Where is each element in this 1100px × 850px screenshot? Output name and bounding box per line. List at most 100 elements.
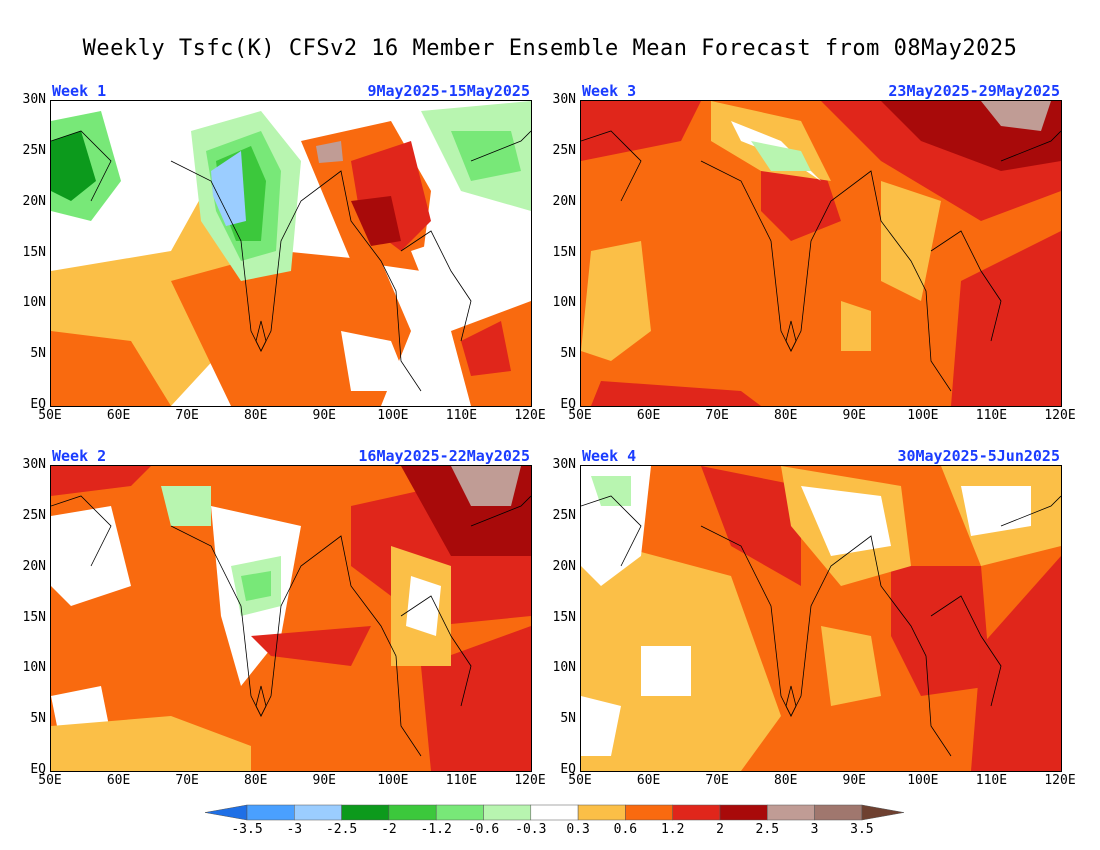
latitude-tick-label: EQ <box>560 762 576 777</box>
longitude-tick-label: 120E <box>1044 408 1076 423</box>
legend-tick-label: 0.6 <box>613 822 638 837</box>
latitude-tick-label: 20N <box>22 558 46 574</box>
anomaly-contour-region <box>341 331 411 391</box>
anomaly-contour-region <box>701 466 801 586</box>
latitude-tick-label: 30N <box>552 92 576 107</box>
anomaly-contour-region <box>751 141 811 171</box>
latitude-tick-label: 15N <box>22 244 46 260</box>
coastline <box>700 525 952 757</box>
longitude-tick-label: 120E <box>1044 773 1076 788</box>
latitude-tick-label: 5N <box>30 346 46 362</box>
anomaly-contour-region <box>451 466 521 506</box>
latitude-tick-label: 5N <box>30 711 46 727</box>
anomaly-contour-region <box>641 646 691 696</box>
latitude-tick-label: 20N <box>552 558 576 574</box>
anomaly-contour-region <box>951 231 1061 406</box>
panel-week-label: Week 2 <box>52 447 107 465</box>
legend-swatch <box>814 804 863 821</box>
latitude-tick-label: 15N <box>552 244 576 260</box>
coastline <box>1000 130 1061 162</box>
legend-swatch <box>204 804 248 821</box>
longitude-tick-label: 60E <box>636 408 661 423</box>
latitude-tick-label: EQ <box>30 397 46 412</box>
anomaly-contour-region <box>581 241 651 361</box>
anomaly-contour-region <box>841 301 871 351</box>
longitude-tick-label: 50E <box>38 773 62 788</box>
latitude-tick-label: 10N <box>22 295 46 311</box>
legend-tick-label: 2 <box>716 822 724 837</box>
longitude-tick-label: 80E <box>243 773 268 788</box>
legend-swatch <box>672 804 721 821</box>
longitude-tick-label: 50E <box>38 408 62 423</box>
legend-swatch <box>341 804 390 821</box>
anomaly-contour-region <box>881 181 941 301</box>
coastline <box>400 230 472 342</box>
longitude-tick-label: 120E <box>514 773 546 788</box>
longitude-tick-label: 100E <box>907 408 939 423</box>
anomaly-contour-region <box>821 626 881 706</box>
longitude-tick-label: 110E <box>975 408 1008 423</box>
legend-swatch <box>767 804 815 821</box>
anomaly-contour-region <box>406 576 441 636</box>
longitude-tick-label: 70E <box>705 773 729 788</box>
anomaly-contour-region <box>961 486 1031 536</box>
longitude-tick-label: 100E <box>377 408 409 423</box>
anomaly-contour-region <box>51 331 171 406</box>
coastline <box>470 495 531 527</box>
panel-week-label: Week 4 <box>582 447 637 465</box>
coastline <box>700 160 952 392</box>
panel-date-range: 23May2025-29May2025 <box>888 82 1060 100</box>
panel-date-range: 9May2025-15May2025 <box>367 82 530 100</box>
anomaly-contour-region <box>251 626 371 666</box>
longitude-tick-label: 70E <box>175 408 199 423</box>
legend-swatch <box>388 804 437 821</box>
legend-swatch <box>294 804 342 821</box>
longitude-tick-label: 90E <box>842 773 867 788</box>
legend-tick-label: 3 <box>810 822 819 837</box>
latitude-tick-label: 30N <box>22 92 46 107</box>
anomaly-contour-region <box>581 101 701 161</box>
longitude-tick-label: 120E <box>514 408 546 423</box>
longitude-tick-label: 50E <box>568 773 592 788</box>
coastline <box>400 595 472 707</box>
legend-swatch <box>577 804 626 821</box>
longitude-tick-label: 110E <box>445 408 478 423</box>
anomaly-contour-region <box>351 196 401 246</box>
coastline <box>255 685 267 717</box>
anomaly-contour-region <box>581 696 621 756</box>
anomaly-contour-region <box>51 466 151 496</box>
legend-tick-label: 0.3 <box>566 822 590 837</box>
panel-week-label: Week 1 <box>52 82 107 100</box>
legend-swatch <box>435 804 484 821</box>
latitude-tick-label: EQ <box>30 762 46 777</box>
latitude-tick-label: EQ <box>560 397 576 412</box>
latitude-tick-label: 30N <box>552 457 576 472</box>
coastline <box>930 230 1002 342</box>
legend-swatch <box>530 804 579 821</box>
panel-date-range: 30May2025-5Jun2025 <box>897 447 1060 465</box>
longitude-tick-label: 60E <box>106 773 131 788</box>
temperature-anomaly-map <box>50 465 532 772</box>
coastline <box>170 525 422 757</box>
legend-swatch <box>861 804 904 821</box>
anomaly-contour-region <box>241 571 271 601</box>
legend-tick-label: -0.6 <box>467 822 500 837</box>
legend-swatch <box>246 804 295 821</box>
legend-tick-label: -0.3 <box>515 822 547 837</box>
latitude-tick-label: 30N <box>22 457 46 472</box>
coastline <box>785 685 797 717</box>
legend-swatch <box>483 804 532 821</box>
latitude-tick-label: 25N <box>552 142 576 158</box>
anomaly-contour-region <box>51 131 96 201</box>
coastline <box>51 130 112 202</box>
longitude-tick-label: 80E <box>243 408 268 423</box>
latitude-tick-label: 15N <box>22 609 46 625</box>
anomaly-contour-region <box>981 101 1051 131</box>
longitude-tick-label: 50E <box>568 408 592 423</box>
latitude-tick-label: 5N <box>560 711 576 727</box>
legend-tick-label: -1.2 <box>420 822 452 837</box>
legend-swatch <box>625 804 673 821</box>
anomaly-contour-region <box>461 321 511 376</box>
legend-tick-label: 3.5 <box>850 822 874 837</box>
latitude-tick-label: 10N <box>552 660 576 676</box>
